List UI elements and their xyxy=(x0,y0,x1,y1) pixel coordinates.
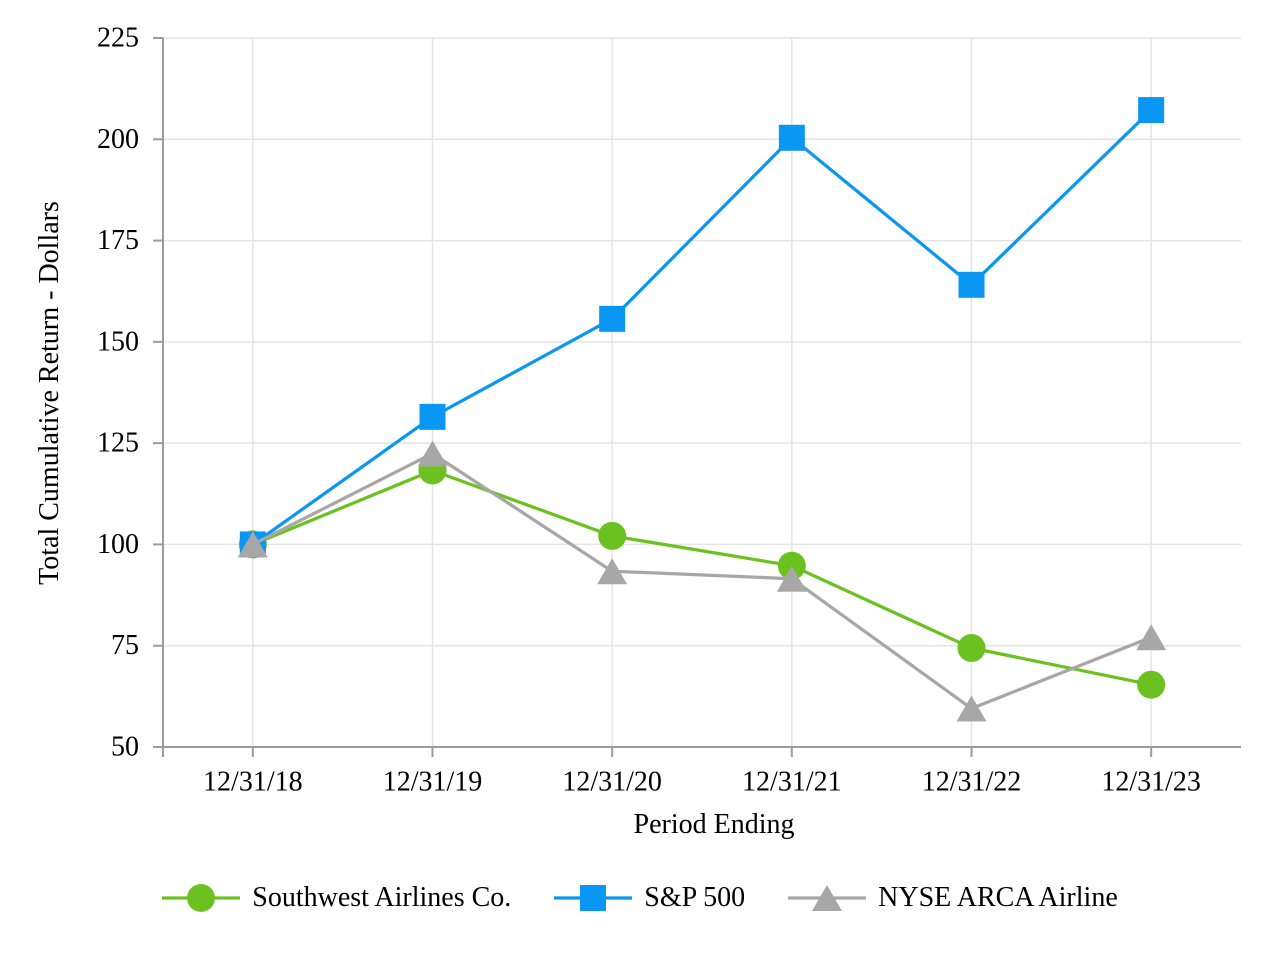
tick-label-layer: 50 75 100 125 150 175 200 225 12/31/18 12/31/19 12… xyxy=(97,23,1201,798)
grid-layer xyxy=(163,37,1241,748)
marker-circle-southwest-airlines-co xyxy=(777,551,806,580)
x-tick-label: 12/31/20 xyxy=(562,767,662,798)
marker-triangle-nyse-arca-airline xyxy=(417,440,448,467)
legend-triangle-swatch xyxy=(788,885,867,911)
x-axis-title: Period Ending xyxy=(634,809,795,840)
legend-circle-icon xyxy=(187,884,216,912)
y-tick-label: 200 xyxy=(97,124,139,155)
legend-item-nyse-arca-airline: NYSE ARCA Airline xyxy=(788,882,1118,914)
legend-triangle-icon xyxy=(812,885,843,911)
marker-triangle-nyse-arca-airline xyxy=(597,558,628,585)
chart-legend: Southwest Airlines Co. S&P 500 NYSE ARCA A… xyxy=(0,882,1280,914)
legend-label-nyse-arca-airline: NYSE ARCA Airline xyxy=(878,882,1118,913)
marker-square-s-p-500 xyxy=(958,271,985,298)
legend-circle-swatch xyxy=(162,884,241,912)
legend-label-s-p-500: S&P 500 xyxy=(644,882,746,913)
legend-square-icon xyxy=(580,885,607,911)
legend-item-southwest-airlines-co: Southwest Airlines Co. xyxy=(162,882,511,914)
marker-square-s-p-500 xyxy=(778,124,805,151)
marker-circle-southwest-airlines-co xyxy=(598,521,627,550)
y-tick-label: 175 xyxy=(97,225,139,256)
x-tick-label: 12/31/18 xyxy=(203,767,303,798)
legend-label-southwest-airlines-co: Southwest Airlines Co. xyxy=(252,882,512,913)
series-layer xyxy=(237,97,1167,722)
marker-triangle-nyse-arca-airline xyxy=(1136,624,1167,651)
x-tick-label: 12/31/21 xyxy=(742,767,842,798)
axis-layer xyxy=(153,37,1241,757)
series-line-s-p-500 xyxy=(251,108,1153,546)
marker-triangle-nyse-arca-airline xyxy=(956,695,987,722)
y-axis-title: Total Cumulative Return - Dollars xyxy=(34,201,65,585)
y-tick-label: 125 xyxy=(97,428,139,459)
y-tick-label: 225 xyxy=(97,23,139,54)
marker-square-s-p-500 xyxy=(1138,97,1165,124)
series-line-nyse-arca-airline xyxy=(252,451,1152,711)
y-tick-label: 150 xyxy=(97,326,139,357)
x-tick-label: 12/31/19 xyxy=(383,767,483,798)
x-tick-label: 12/31/22 xyxy=(922,767,1022,798)
marker-square-s-p-500 xyxy=(599,305,626,332)
series-nyse-arca-airline xyxy=(237,440,1167,722)
marker-triangle-nyse-arca-airline xyxy=(776,565,807,592)
series-line-southwest-airlines-co xyxy=(252,468,1152,687)
x-tick-label: 12/31/23 xyxy=(1101,767,1201,798)
marker-circle-southwest-airlines-co xyxy=(1137,670,1166,699)
series-s-p-500 xyxy=(239,97,1165,558)
legend-item-s-p-500: S&P 500 xyxy=(554,882,745,914)
chart-canvas: 50 75 100 125 150 175 200 225 12/31/18 12/31/19 12… xyxy=(34,23,1241,840)
marker-circle-southwest-airlines-co xyxy=(957,634,986,663)
marker-triangle-nyse-arca-airline xyxy=(237,531,268,558)
y-tick-label: 50 xyxy=(111,732,139,763)
y-tick-label: 75 xyxy=(111,630,139,661)
y-tick-label: 100 xyxy=(97,529,139,560)
marker-square-s-p-500 xyxy=(419,403,446,430)
series-southwest-airlines-co xyxy=(238,456,1166,699)
legend-square-swatch xyxy=(554,885,633,911)
